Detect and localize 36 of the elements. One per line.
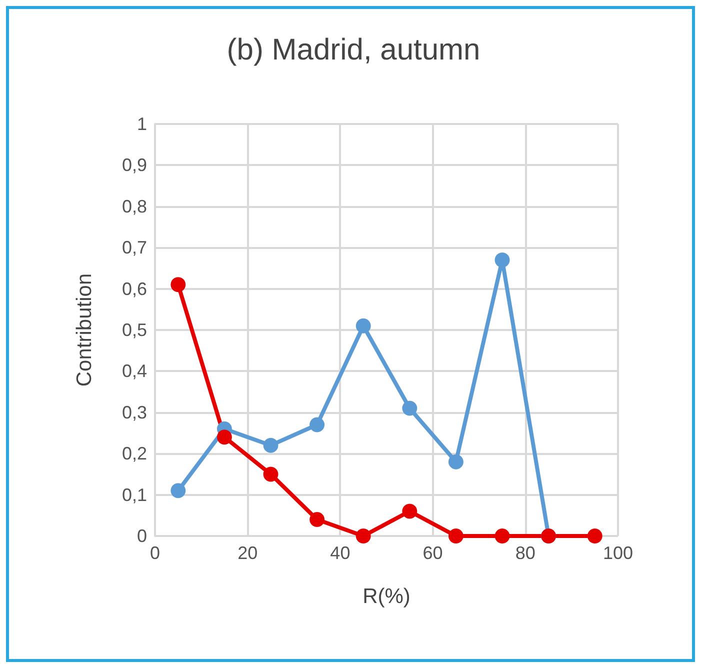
point <box>310 512 325 528</box>
y-tick-label: 0,4 <box>122 361 147 382</box>
x-tick-label: 60 <box>422 543 443 563</box>
y-tick-label: 1 <box>136 114 147 134</box>
x-tick-label: 100 <box>602 543 634 563</box>
y-tick-label: 0,6 <box>122 278 147 299</box>
y-tick-label: 0,9 <box>122 155 147 176</box>
point <box>448 528 464 544</box>
point <box>448 454 464 470</box>
point <box>263 438 278 453</box>
point <box>216 430 232 445</box>
x-tick-label: 0 <box>150 543 160 563</box>
point <box>170 277 186 292</box>
y-tick-label: 0,7 <box>122 238 147 258</box>
x-tick-label: 40 <box>330 543 350 563</box>
point <box>170 483 186 498</box>
x-axis-title: R(%) <box>362 585 410 608</box>
point <box>402 400 418 416</box>
chart-title: (b) Madrid, autumn <box>226 34 480 66</box>
point <box>587 528 602 544</box>
point <box>263 466 278 482</box>
y-tick-label: 0,8 <box>122 196 147 216</box>
point <box>402 504 418 519</box>
y-axis-title: Contribution <box>73 273 96 387</box>
x-tick-label: 80 <box>515 543 536 563</box>
x-tick-label: 20 <box>238 543 258 563</box>
y-tick-label: 0,1 <box>122 484 147 505</box>
y-tick-label: 0,3 <box>122 402 147 422</box>
point <box>310 417 325 432</box>
y-tick-label: 0,5 <box>122 320 147 340</box>
point <box>494 252 510 268</box>
point <box>356 528 371 544</box>
y-tick-label: 0,2 <box>122 444 147 464</box>
y-tick-label: 0 <box>136 526 147 546</box>
point <box>356 318 371 334</box>
point <box>494 528 510 544</box>
